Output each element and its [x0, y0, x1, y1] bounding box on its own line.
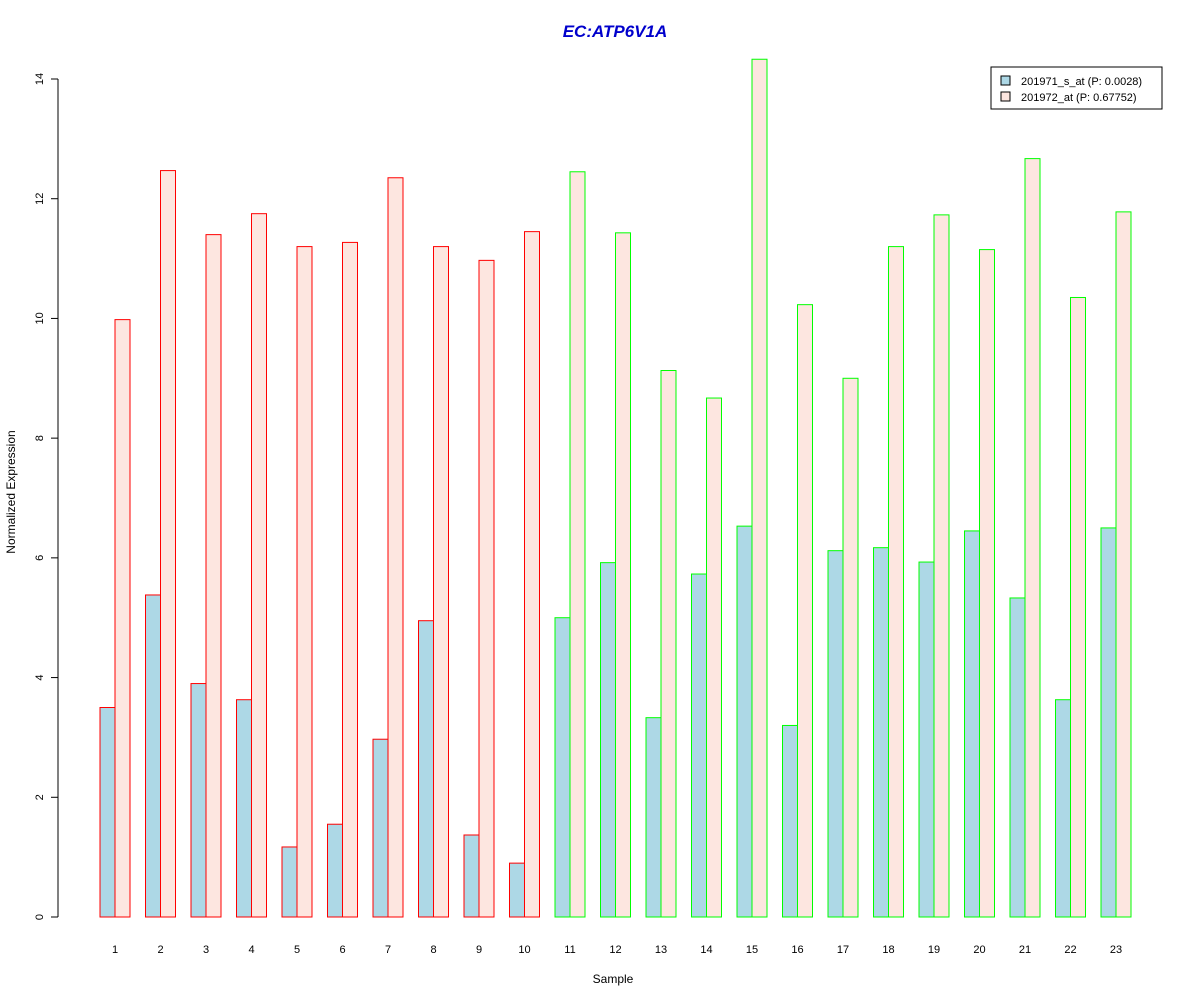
bar-sample-15-series-1: [736, 525, 753, 918]
x-tick-label: 5: [294, 944, 300, 956]
x-tick-label: 20: [973, 944, 985, 956]
bar-sample-3-series-1: [190, 683, 207, 918]
x-tick-label: 9: [476, 944, 482, 956]
bar-sample-4-series-1: [236, 699, 252, 918]
bar-sample-7-series-1: [372, 738, 389, 918]
bar-sample-21-series-2: [1024, 158, 1041, 918]
legend-label-series-1: 201971_s_at (P: 0.0028): [1021, 76, 1142, 88]
bar-sample-9-series-2: [478, 259, 495, 918]
x-tick-label: 8: [430, 944, 436, 956]
x-tick-label: 4: [248, 944, 254, 956]
x-tick-label: 3: [203, 944, 209, 956]
y-tick-label: 12: [34, 193, 46, 205]
bar-sample-16-series-2: [797, 304, 813, 918]
x-tick-label: 2: [157, 944, 163, 956]
x-axis-label: Sample: [593, 972, 634, 986]
x-tick-label: 6: [339, 944, 345, 956]
x-tick-label: 17: [837, 944, 849, 956]
bar-sample-2-series-2: [160, 170, 176, 918]
bar-sample-15-series-2: [751, 58, 768, 918]
bar-sample-17-series-1: [827, 550, 844, 918]
bar-sample-2-series-1: [145, 594, 161, 918]
bar-sample-23-series-2: [1115, 211, 1132, 918]
bar-sample-22-series-1: [1055, 699, 1071, 918]
legend-swatch-series-2: [1000, 91, 1011, 102]
bar-sample-8-series-2: [433, 246, 449, 918]
x-tick-label: 15: [746, 944, 758, 956]
bar-sample-18-series-2: [888, 246, 904, 918]
bar-sample-13-series-1: [645, 717, 662, 918]
y-tick-label: 14: [34, 73, 46, 85]
bar-sample-14-series-2: [706, 397, 722, 918]
bar-sample-6-series-1: [327, 823, 343, 918]
bar-sample-20-series-2: [979, 249, 995, 918]
y-tick-label: 0: [34, 914, 46, 920]
x-tick-label: 10: [518, 944, 530, 956]
bar-sample-9-series-1: [463, 834, 480, 918]
bar-sample-19-series-2: [933, 214, 950, 918]
bar-sample-4-series-2: [251, 213, 267, 918]
y-axis: 0 2 4 6 8 10 12 14: [34, 73, 59, 920]
y-axis-label: Normalized Expression: [4, 430, 18, 553]
x-tick-label: 13: [655, 944, 667, 956]
y-tick-label: 2: [34, 794, 46, 800]
bar-sample-11-series-1: [554, 617, 571, 918]
bar-sample-5-series-1: [281, 846, 298, 918]
y-tick-label: 6: [34, 555, 46, 561]
bar-sample-7-series-2: [387, 177, 404, 918]
x-tick-label: 21: [1019, 944, 1031, 956]
legend: 201971_s_at (P: 0.0028) 201972_at (P: 0.…: [990, 66, 1163, 110]
x-tick-label: 23: [1110, 944, 1122, 956]
bar-sample-10-series-2: [524, 231, 540, 918]
bar-sample-23-series-1: [1100, 527, 1117, 918]
x-tick-label: 1: [112, 944, 118, 956]
legend-label-series-2: 201972_at (P: 0.67752): [1021, 92, 1137, 104]
x-tick-labels: 1 2 3 4 5 6 7 8 9 10 11 12 13 14 15 16 17 18 19 20 21 22 23: [112, 944, 1122, 956]
x-tick-label: 22: [1064, 944, 1076, 956]
bar-sample-1-series-1: [99, 707, 116, 918]
bar-sample-14-series-1: [691, 573, 707, 918]
bar-sample-12-series-1: [600, 562, 616, 918]
y-tick-label: 8: [34, 435, 46, 441]
x-tick-label: 19: [928, 944, 940, 956]
y-tick-label: 10: [34, 312, 46, 324]
x-tick-label: 12: [609, 944, 621, 956]
bar-sample-10-series-1: [509, 862, 525, 918]
bar-sample-22-series-2: [1070, 296, 1086, 918]
bar-sample-20-series-1: [964, 530, 980, 918]
bar-sample-6-series-2: [342, 241, 358, 918]
bar-sample-1-series-2: [114, 319, 131, 918]
x-tick-label: 11: [564, 944, 575, 956]
bar-sample-13-series-2: [660, 370, 677, 918]
bar-sample-19-series-1: [918, 561, 935, 918]
bar-sample-12-series-2: [615, 232, 631, 918]
chart-title: EC:ATP6V1A: [563, 22, 668, 41]
bar-sample-16-series-1: [782, 724, 798, 918]
y-tick-label: 4: [34, 675, 46, 681]
bar-sample-18-series-1: [873, 547, 889, 918]
bar-sample-17-series-2: [842, 377, 859, 918]
x-tick-label: 14: [700, 944, 712, 956]
x-tick-label: 7: [385, 944, 391, 956]
x-tick-label: 16: [791, 944, 803, 956]
bar-sample-5-series-2: [296, 246, 313, 918]
bar-sample-21-series-1: [1009, 597, 1026, 918]
bar-sample-8-series-1: [418, 620, 434, 918]
legend-box: [990, 66, 1163, 110]
bar-sample-3-series-2: [205, 234, 222, 918]
bars-group: [99, 58, 1132, 918]
bar-sample-11-series-2: [569, 171, 586, 918]
legend-swatch-series-1: [1000, 75, 1011, 86]
x-tick-label: 18: [882, 944, 894, 956]
